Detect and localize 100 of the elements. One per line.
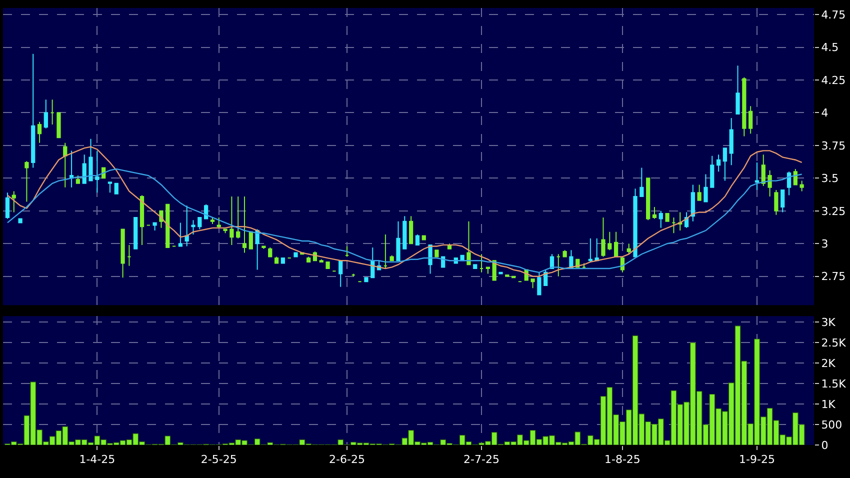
y-tick-label: 2.5K [821,336,847,350]
candlestick [601,216,606,258]
candlestick [415,234,420,246]
y-tick-label: 4.5 [821,41,839,54]
y-tick-label: 3.25 [821,204,846,218]
candlestick [198,216,202,230]
candlestick [588,238,592,262]
y-tick-label: 3K [821,316,836,330]
candlestick [44,99,48,129]
y-tick-label: 1K [821,398,836,411]
candlestick [370,247,375,278]
candlestick [18,218,22,224]
candlestick [108,182,112,194]
candlestick [665,213,670,222]
candlestick [69,150,74,188]
candlestick [306,256,311,262]
candlestick [408,216,414,244]
candlestick [466,220,471,266]
candlestick [223,228,228,234]
candlestick [434,250,439,258]
candlestick [37,121,42,144]
candlestick [326,261,330,270]
candlestick [390,254,394,262]
candlestick [716,154,721,172]
candlestick [178,222,183,247]
candlestick [236,196,240,239]
candlestick [690,184,695,222]
candlestick [88,138,93,182]
candlestick [697,184,702,201]
y-tick-label: 4 [821,106,828,120]
candlestick [800,180,804,192]
candlestick [704,174,708,202]
candlestick [294,252,298,258]
candlestick [242,196,247,254]
line-series [6,146,802,277]
candlestick [396,220,400,262]
candlestick [95,150,100,194]
candlestick [82,154,86,184]
candlestick [5,192,10,220]
candlestick [114,182,118,194]
candlestick [383,234,388,270]
candlestick [216,216,221,228]
candlestick [710,155,714,188]
candlestick [76,175,80,184]
candlestick [678,212,682,232]
y-tick-label: 4.25 [821,74,846,87]
candlestick [152,222,157,232]
candlestick [780,189,785,213]
candlestick [594,238,599,262]
candlestick [748,106,753,134]
candlestick [50,99,54,126]
candlestick [742,76,746,137]
candlestick [140,194,144,246]
x-tick-label: 2-5-25 [200,453,237,466]
candlestick [582,262,586,270]
candlestick [774,189,778,216]
x-tick-label: 1-9-25 [739,453,775,466]
candlestick [12,190,16,213]
x-tick-label: 2-6-25 [329,453,365,466]
candlestick [210,216,215,224]
y-tick-label: 4.75 [821,8,846,22]
candlestick [768,170,772,198]
candlestick [338,260,343,288]
candlestick [280,258,286,264]
y-tick-label: 0 [821,438,828,452]
candlestick [319,258,324,262]
candlestick [556,254,560,277]
candlestick [56,112,61,138]
candlestick [658,210,663,228]
candlestick [530,278,535,289]
y-tick-label: 3 [821,237,828,250]
candlestick [722,148,728,182]
candlestick [184,205,189,247]
candlestick [351,273,356,277]
line-series [6,168,802,274]
candlestick [364,277,368,282]
candlestick [479,254,484,273]
candlestick [672,216,676,234]
candlestick [626,243,631,255]
candlestick [31,53,36,168]
candlestick [255,228,260,270]
candlestick [633,188,638,258]
y-tick-label: 3.5 [821,172,839,186]
candlestick [120,228,125,278]
y-tick-label: 3.75 [821,139,846,152]
y-tick-label: 2K [821,356,836,370]
candlestick [63,142,68,188]
candlestick [729,117,734,166]
candlestick [640,167,644,198]
candlestick [262,246,266,250]
candlestick [204,204,208,220]
candlestick [473,264,478,270]
candlestick [166,204,170,248]
candlestick [786,171,792,196]
candlestick [562,250,567,258]
candlestick [402,216,407,250]
candlestick [24,160,29,202]
candlestick [134,216,138,250]
candlestick [274,256,279,264]
candlestick [761,154,766,187]
